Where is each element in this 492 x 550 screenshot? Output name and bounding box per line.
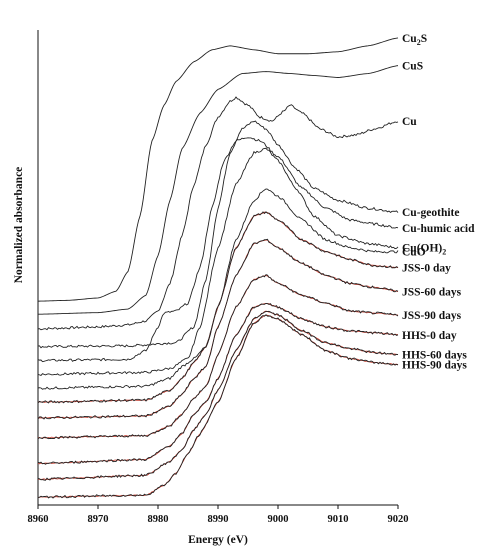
series-label: JSS-60 days	[402, 286, 462, 298]
series-label: Cu-geothite	[402, 207, 460, 219]
x-ticks: 8960 8970 8980 8990 9000 9010 9020	[28, 505, 409, 525]
series-line	[37, 274, 399, 440]
series-line	[37, 147, 399, 376]
series-line	[37, 238, 399, 420]
series-fit-line	[37, 314, 399, 498]
series-line	[37, 310, 399, 481]
series-labels: Cu2S CuS Cu Cu-geothite Cu-humic acid Cu(OH)2…	[402, 33, 475, 372]
series-label: Cu	[402, 116, 417, 128]
x-tick-label: 9010	[328, 514, 349, 525]
series-label: Cu2S	[402, 33, 427, 47]
series-label: CuS	[402, 61, 423, 73]
x-axis-label: Energy (eV)	[188, 534, 248, 546]
x-tick-label: 8960	[28, 514, 49, 525]
series-fit-line	[37, 239, 399, 419]
series-line	[37, 137, 399, 363]
series-line	[37, 37, 399, 302]
series-label: CuO	[402, 247, 426, 259]
axes	[37, 30, 398, 506]
series-label: HHS-90 days	[402, 359, 467, 371]
series-line	[37, 314, 399, 499]
x-tick-label: 8970	[88, 514, 109, 525]
series-line	[37, 120, 399, 349]
series-line	[37, 211, 399, 404]
series-line	[37, 302, 399, 465]
x-tick-label: 9000	[268, 514, 289, 525]
series-label: Cu(OH)2	[402, 243, 446, 257]
series-fit-line	[37, 310, 399, 480]
series-label: JSS-0 day	[402, 263, 451, 275]
series-line	[37, 65, 399, 315]
series-line	[37, 96, 399, 331]
x-tick-label: 9020	[388, 514, 409, 525]
series-label: HHS-0 day	[402, 330, 457, 342]
series-label: Cu-humic acid	[402, 223, 475, 235]
series-label: HHS-60 days	[402, 350, 467, 362]
x-tick-label: 8990	[208, 514, 229, 525]
series-group	[37, 37, 399, 499]
series-label: JSS-90 days	[402, 310, 462, 322]
x-tick-label: 8980	[148, 514, 169, 525]
series-fit-line	[37, 302, 399, 465]
y-axis-label: Normalized absorbance	[13, 167, 25, 284]
